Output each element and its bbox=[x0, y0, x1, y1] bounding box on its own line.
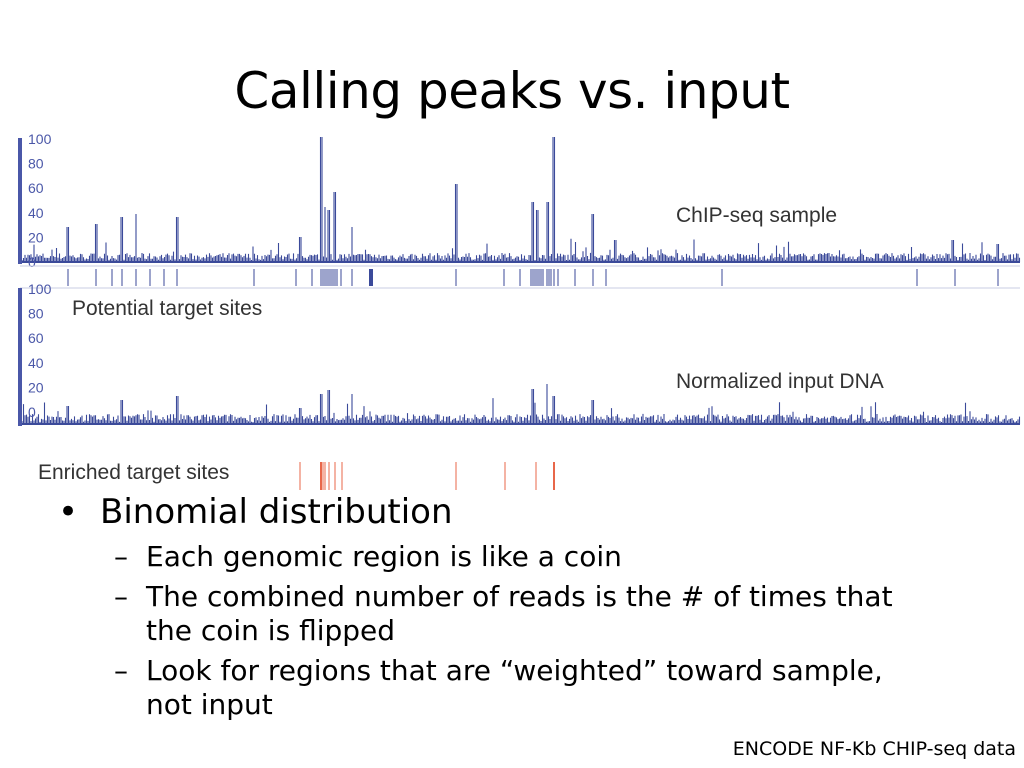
chipseq-signal-track bbox=[20, 137, 1021, 263]
axis-tick-label: 40 bbox=[28, 205, 44, 221]
axis-tick-label: 60 bbox=[28, 180, 44, 196]
axis-tick-label: 100 bbox=[28, 281, 52, 297]
axis-tick-label: 100 bbox=[28, 132, 52, 147]
chipseq-axis: 100 80 60 40 20 0 bbox=[18, 132, 52, 270]
dash-icon: – bbox=[114, 540, 128, 573]
axis-tick-label: 80 bbox=[28, 156, 44, 172]
axis-tick-label: 40 bbox=[28, 355, 44, 371]
bullet-text: Binomial distribution bbox=[100, 492, 453, 532]
axis-tick-label: 0 bbox=[28, 404, 36, 420]
sub-bullet-coin: – Each genomic region is like a coin bbox=[114, 540, 998, 574]
sub-bullet-text: Look for regions that are “weighted” tow… bbox=[146, 654, 883, 721]
input-axis: 100 80 60 40 20 0 bbox=[18, 281, 52, 426]
axis-tick-label: 20 bbox=[28, 229, 44, 245]
sub-bullet-text: Each genomic region is like a coin bbox=[146, 540, 622, 573]
potential-target-sites-label: Potential target sites bbox=[72, 297, 263, 320]
sub-bullet-flips: – The combined number of reads is the # … bbox=[114, 580, 998, 648]
dash-icon: – bbox=[114, 654, 128, 687]
dash-icon: – bbox=[114, 580, 128, 613]
enriched-target-sites-label: Enriched target sites bbox=[38, 461, 230, 484]
axis-tick-label: 60 bbox=[28, 330, 44, 346]
sub-bullet-weighted: – Look for regions that are “weighted” t… bbox=[114, 654, 998, 722]
chipseq-sample-label: ChIP-seq sample bbox=[676, 204, 838, 227]
bullet-dot-icon: • bbox=[58, 492, 79, 532]
axis-tick-label: 80 bbox=[28, 306, 44, 322]
bullet-list: • Binomial distribution – Each genomic r… bbox=[58, 492, 998, 728]
slide-footer: ENCODE NF-Kb CHIP-seq data bbox=[732, 738, 1016, 760]
normalized-input-label: Normalized input DNA bbox=[676, 370, 884, 393]
axis-tick-label: 20 bbox=[28, 379, 44, 395]
enriched-sites-row bbox=[299, 462, 555, 490]
bullet-binomial: • Binomial distribution bbox=[58, 492, 998, 532]
potential-sites-row bbox=[20, 265, 1020, 289]
axis-tick-label: 0 bbox=[28, 254, 36, 270]
sub-bullet-text: The combined number of reads is the # of… bbox=[146, 580, 893, 647]
slide-title: Calling peaks vs. input bbox=[234, 62, 790, 120]
genome-tracks-figure: 100 80 60 40 20 0 100 80 60 40 20 0 bbox=[18, 132, 1021, 490]
